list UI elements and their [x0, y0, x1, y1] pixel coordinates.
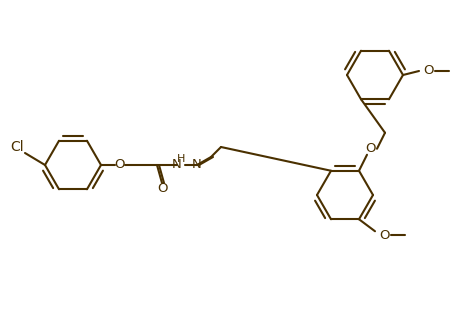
Text: N: N	[172, 158, 181, 172]
Text: O: O	[114, 158, 125, 172]
Text: Cl: Cl	[10, 140, 24, 154]
Text: H: H	[176, 154, 185, 164]
Text: O: O	[379, 229, 389, 242]
Text: O: O	[423, 64, 433, 78]
Text: O: O	[157, 182, 168, 195]
Text: O: O	[365, 142, 375, 155]
Text: N: N	[192, 158, 201, 172]
